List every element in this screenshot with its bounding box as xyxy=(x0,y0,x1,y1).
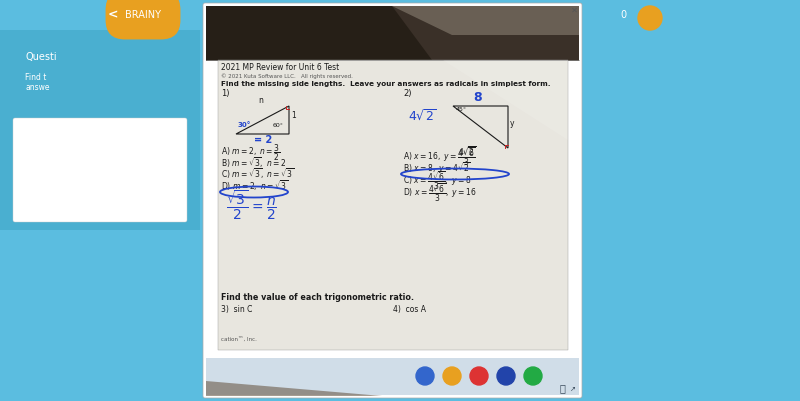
Polygon shape xyxy=(206,381,382,396)
Text: Questi: Questi xyxy=(25,52,57,62)
Text: Find the value of each trigonometric ratio.: Find the value of each trigonometric rat… xyxy=(221,293,414,302)
Text: C) $m = \sqrt{3},\  n = \sqrt{3}$: C) $m = \sqrt{3},\ n = \sqrt{3}$ xyxy=(221,166,294,181)
Text: 0: 0 xyxy=(620,10,626,20)
Text: 3)  sin C: 3) sin C xyxy=(221,305,252,314)
Text: D) $x = \dfrac{4\sqrt{6}}{3},\  y = 16$: D) $x = \dfrac{4\sqrt{6}}{3},\ y = 16$ xyxy=(403,181,477,204)
FancyBboxPatch shape xyxy=(206,358,579,395)
FancyBboxPatch shape xyxy=(218,60,568,350)
Circle shape xyxy=(443,367,461,385)
Text: B) $m = \sqrt{3},\  n = 2$: B) $m = \sqrt{3},\ n = 2$ xyxy=(221,156,286,170)
Text: 2021 MP Review for Unit 6 Test: 2021 MP Review for Unit 6 Test xyxy=(221,63,339,72)
Text: 4)  cos A: 4) cos A xyxy=(393,305,426,314)
Text: ✕: ✕ xyxy=(570,6,578,15)
Text: 60°: 60° xyxy=(273,123,284,128)
Text: B) $x = 8,\  y = 4\sqrt{2}$: B) $x = 8,\ y = 4\sqrt{2}$ xyxy=(403,160,471,176)
Text: ⤢: ⤢ xyxy=(560,383,566,393)
FancyBboxPatch shape xyxy=(13,118,187,222)
Circle shape xyxy=(497,367,515,385)
Text: BRAINY: BRAINY xyxy=(125,10,161,20)
Text: 1): 1) xyxy=(221,89,230,98)
FancyBboxPatch shape xyxy=(206,6,579,61)
Text: C) $x = \dfrac{4\sqrt{6}}{3},\  y = 8$: C) $x = \dfrac{4\sqrt{6}}{3},\ y = 8$ xyxy=(403,169,471,192)
Text: ↗: ↗ xyxy=(570,386,576,392)
Circle shape xyxy=(470,367,488,385)
Circle shape xyxy=(638,6,662,30)
Text: © 2021 Kuta Software LLC.   All rights reserved.: © 2021 Kuta Software LLC. All rights res… xyxy=(221,73,353,79)
Text: Find the missing side lengths.  Leave your answers as radicals in simplest form.: Find the missing side lengths. Leave you… xyxy=(221,81,550,87)
Text: n: n xyxy=(258,96,263,105)
Text: 45°: 45° xyxy=(456,107,467,112)
Text: $= \dfrac{n}{2}$: $= \dfrac{n}{2}$ xyxy=(249,195,277,222)
Text: cation™, Inc.: cation™, Inc. xyxy=(221,338,257,343)
Text: = 2: = 2 xyxy=(254,135,272,145)
Text: 8: 8 xyxy=(473,91,482,104)
Polygon shape xyxy=(393,60,568,140)
FancyBboxPatch shape xyxy=(203,3,582,398)
Text: 30°: 30° xyxy=(238,122,251,128)
Text: $4\sqrt{2}$: $4\sqrt{2}$ xyxy=(458,144,476,158)
Text: answe: answe xyxy=(25,83,50,92)
Text: $\dfrac{\sqrt{3}}{2}$: $\dfrac{\sqrt{3}}{2}$ xyxy=(226,188,248,222)
Circle shape xyxy=(524,367,542,385)
Text: y: y xyxy=(510,119,514,128)
Text: A) $m = 2,\  n = \dfrac{3}{2}$: A) $m = 2,\ n = \dfrac{3}{2}$ xyxy=(221,142,281,163)
Text: 1: 1 xyxy=(291,111,296,120)
Text: 2): 2) xyxy=(403,89,411,98)
Text: D) $m = 2,\  n = \sqrt{3}$: D) $m = 2,\ n = \sqrt{3}$ xyxy=(221,178,288,193)
Text: Find t: Find t xyxy=(25,73,46,82)
Circle shape xyxy=(416,367,434,385)
Polygon shape xyxy=(392,6,579,35)
FancyBboxPatch shape xyxy=(0,30,200,230)
Text: $4\sqrt{2}$: $4\sqrt{2}$ xyxy=(408,109,437,124)
Polygon shape xyxy=(206,6,432,60)
Text: A) $x = 16,\  y = \dfrac{4\sqrt{6}}{3}$: A) $x = 16,\ y = \dfrac{4\sqrt{6}}{3}$ xyxy=(403,145,476,168)
Text: <: < xyxy=(108,8,118,21)
